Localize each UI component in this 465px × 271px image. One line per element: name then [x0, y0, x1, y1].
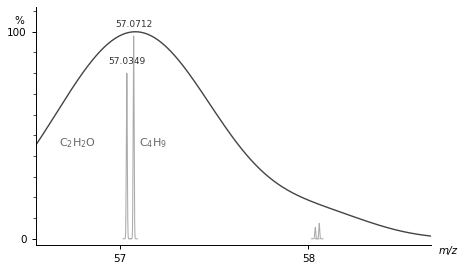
Text: 57.0349: 57.0349 — [108, 57, 146, 66]
Text: m/z: m/z — [439, 246, 458, 256]
Text: C$_4$H$_9$: C$_4$H$_9$ — [139, 137, 167, 150]
Text: C$_2$H$_2$O: C$_2$H$_2$O — [60, 137, 96, 150]
Y-axis label: %: % — [15, 16, 25, 26]
Text: 57.0712: 57.0712 — [115, 20, 152, 29]
